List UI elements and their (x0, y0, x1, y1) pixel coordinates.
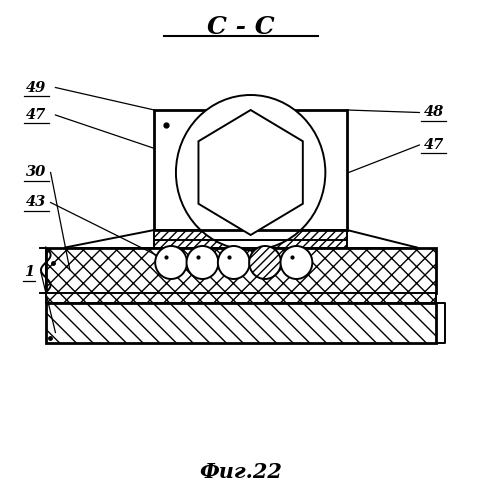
Bar (154, 110, 347, 230)
Bar (154, 230, 347, 248)
Bar (46, 248, 436, 292)
Bar (46, 302, 436, 343)
Polygon shape (199, 110, 303, 235)
Circle shape (155, 246, 187, 279)
Text: 49: 49 (26, 80, 46, 94)
Circle shape (218, 246, 250, 279)
Text: 43: 43 (26, 196, 46, 209)
Text: 47: 47 (26, 108, 46, 122)
Text: 48: 48 (424, 106, 444, 120)
Text: 1: 1 (24, 266, 34, 280)
Text: 47: 47 (424, 138, 444, 152)
Bar (46, 292, 436, 302)
Circle shape (187, 246, 218, 279)
Circle shape (281, 246, 312, 279)
Text: С - С: С - С (207, 16, 275, 40)
Circle shape (249, 246, 281, 279)
Circle shape (176, 95, 325, 250)
Text: 30: 30 (26, 166, 46, 179)
Text: Фиг.22: Фиг.22 (200, 462, 282, 482)
